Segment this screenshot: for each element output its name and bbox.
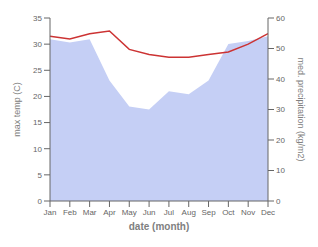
svg-text:0: 0 bbox=[276, 197, 281, 206]
svg-text:60: 60 bbox=[276, 14, 285, 23]
svg-text:10: 10 bbox=[276, 166, 285, 175]
svg-text:Apr: Apr bbox=[103, 208, 116, 217]
svg-text:med. precipitation (kg/m2): med. precipitation (kg/m2) bbox=[296, 57, 306, 161]
svg-text:20: 20 bbox=[33, 92, 42, 101]
svg-text:5: 5 bbox=[38, 171, 43, 180]
svg-text:40: 40 bbox=[276, 75, 285, 84]
svg-text:Jan: Jan bbox=[44, 208, 57, 217]
svg-text:50: 50 bbox=[276, 44, 285, 53]
svg-text:30: 30 bbox=[33, 40, 42, 49]
svg-text:10: 10 bbox=[33, 145, 42, 154]
svg-text:25: 25 bbox=[33, 66, 42, 75]
svg-text:30: 30 bbox=[276, 105, 285, 114]
svg-text:Jun: Jun bbox=[143, 208, 156, 217]
svg-text:May: May bbox=[122, 208, 137, 217]
svg-text:Mar: Mar bbox=[83, 208, 97, 217]
svg-text:Feb: Feb bbox=[63, 208, 77, 217]
svg-text:Dec: Dec bbox=[261, 208, 275, 217]
svg-text:35: 35 bbox=[33, 14, 42, 23]
svg-text:0: 0 bbox=[38, 197, 43, 206]
svg-text:max temp (C): max temp (C) bbox=[12, 82, 22, 137]
svg-text:date (month): date (month) bbox=[129, 221, 190, 232]
svg-text:Sep: Sep bbox=[201, 208, 216, 217]
svg-text:20: 20 bbox=[276, 136, 285, 145]
svg-text:Jul: Jul bbox=[164, 208, 174, 217]
svg-text:Aug: Aug bbox=[182, 208, 196, 217]
svg-text:Oct: Oct bbox=[222, 208, 235, 217]
svg-text:Nov: Nov bbox=[241, 208, 255, 217]
svg-text:15: 15 bbox=[33, 118, 42, 127]
